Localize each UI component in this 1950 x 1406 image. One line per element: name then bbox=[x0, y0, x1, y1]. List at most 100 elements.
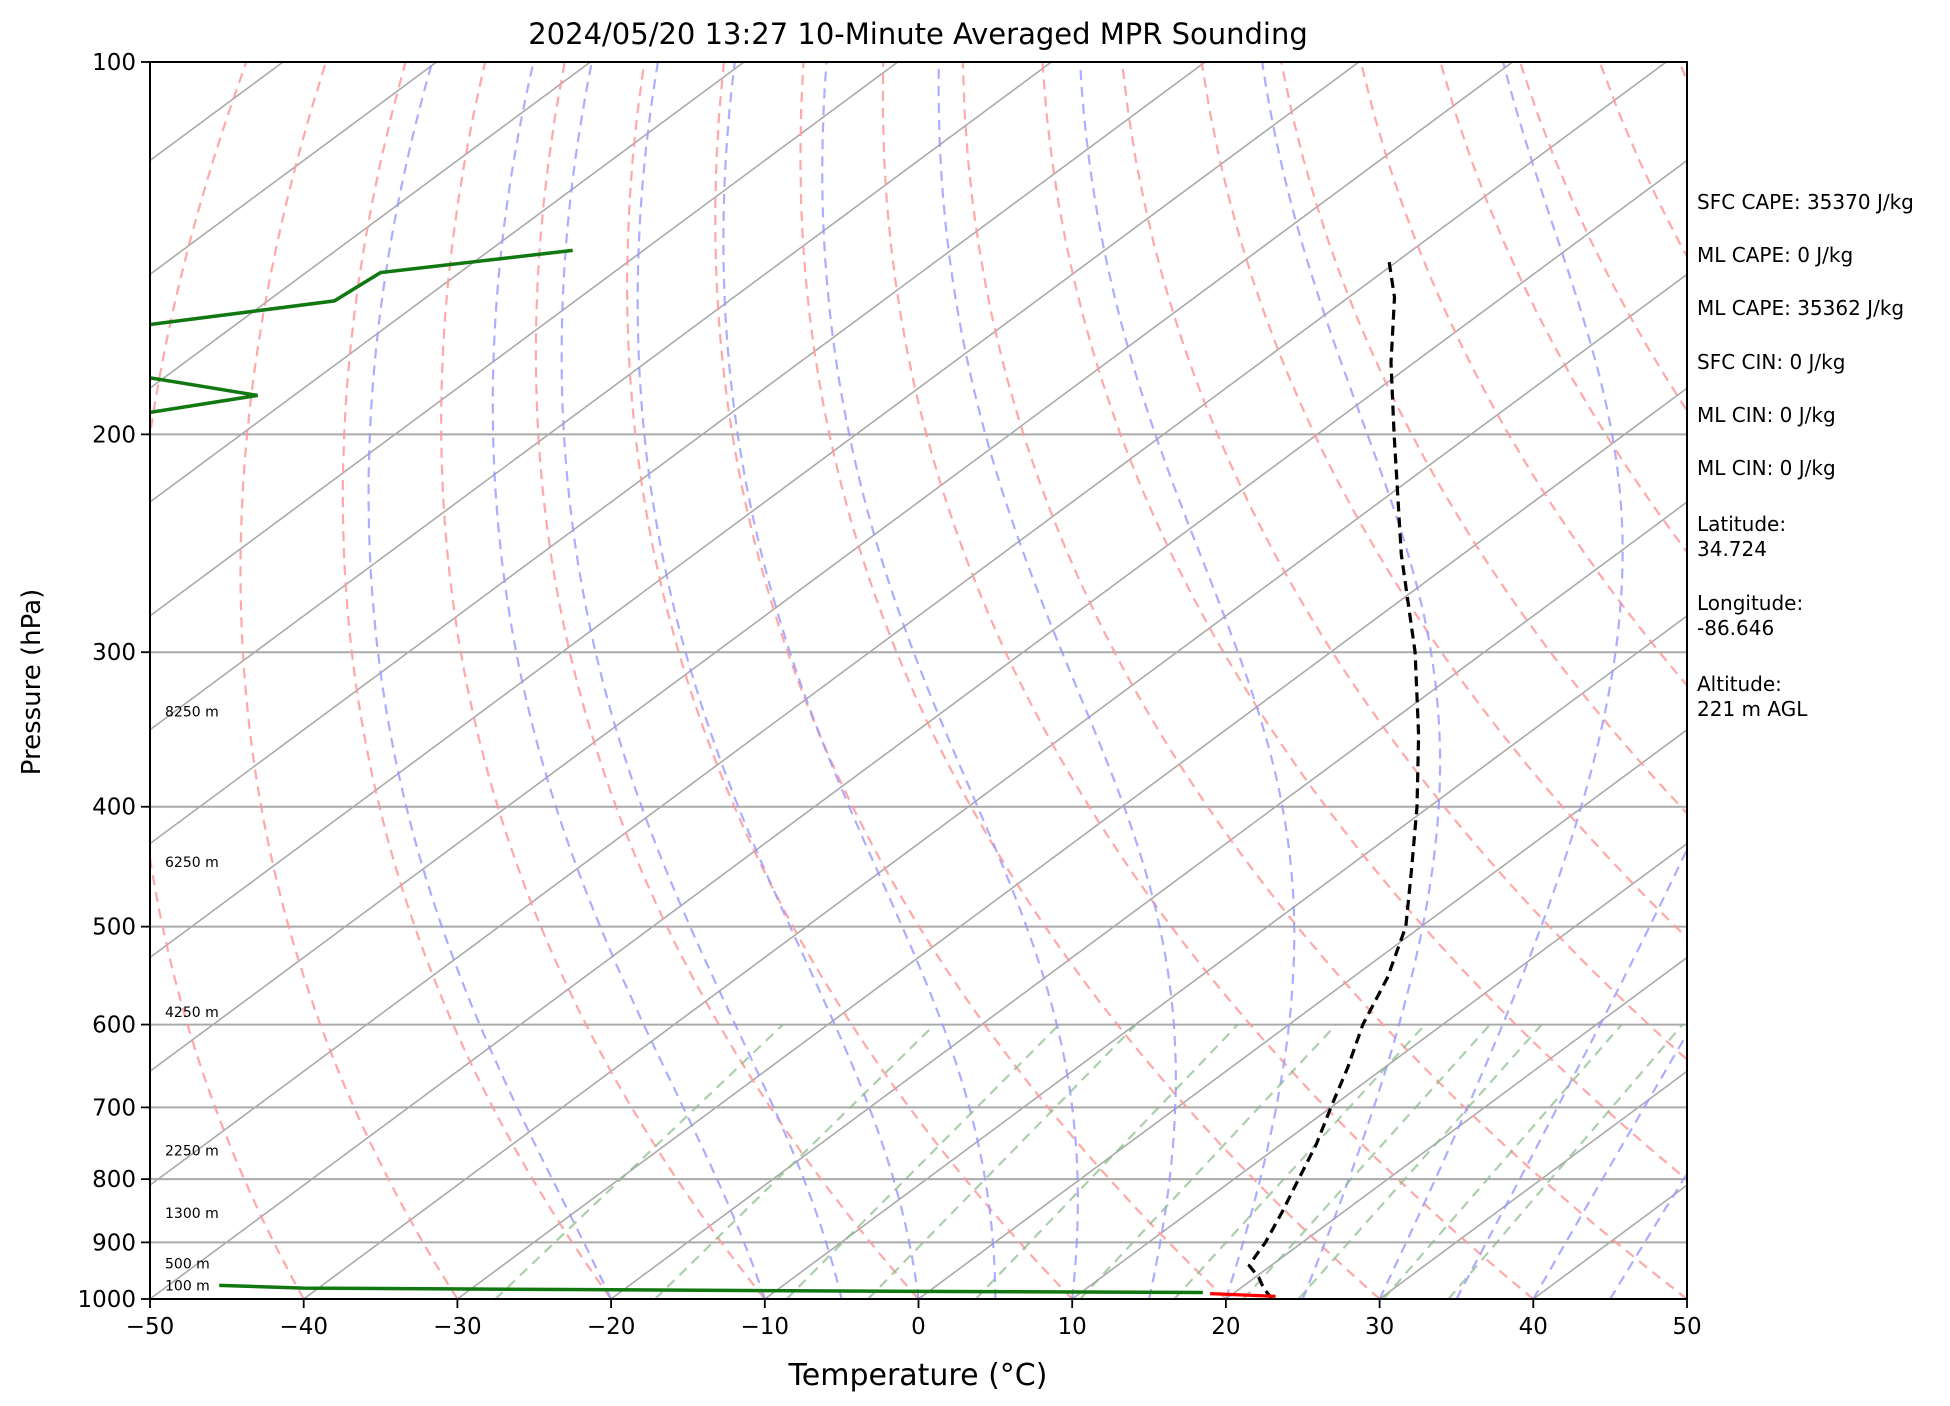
dry-adiabat bbox=[1439, 62, 1687, 554]
y-tick-label: 1000 bbox=[77, 1287, 136, 1313]
y-tick-label: 800 bbox=[92, 1167, 136, 1193]
dry-adiabat bbox=[625, 62, 1073, 1299]
isotherm-line bbox=[1071, 842, 1687, 1299]
mixing-ratio-line bbox=[654, 1023, 936, 1299]
dry-adiabat bbox=[341, 62, 612, 1299]
mixing-ratio-line bbox=[1173, 1023, 1426, 1299]
mixing-ratio-line bbox=[1242, 1023, 1491, 1299]
height-labels: 100 m 500 m 1300 m 2250 m 4250 m 6250 m 8250 m bbox=[165, 704, 219, 1294]
moist-adiabat bbox=[1609, 1171, 1687, 1299]
x-tick-label: 10 bbox=[1058, 1314, 1087, 1340]
dry-adiabat bbox=[534, 62, 920, 1299]
moist-adiabat bbox=[1455, 846, 1687, 1299]
isotherm-line bbox=[1379, 1070, 1687, 1299]
x-tick-label: 30 bbox=[1365, 1314, 1394, 1340]
y-tick-label: 500 bbox=[92, 915, 136, 941]
stat-sfc-cin: SFC CIN: 0 J/kg bbox=[1697, 350, 1846, 374]
x-tick-label: 40 bbox=[1519, 1314, 1548, 1340]
background-lines bbox=[150, 62, 1950, 1299]
isotherm-line bbox=[150, 62, 591, 390]
x-tick-label: 0 bbox=[911, 1314, 926, 1340]
x-tick-label: 20 bbox=[1211, 1314, 1240, 1340]
wind-profile-line bbox=[150, 376, 258, 415]
dry-adiabat bbox=[1918, 62, 1950, 1299]
longitude-value: -86.646 bbox=[1697, 616, 1775, 640]
x-tick-label: −30 bbox=[433, 1314, 482, 1340]
dry-adiabat bbox=[239, 62, 459, 1299]
moist-adiabat bbox=[1378, 62, 1624, 1299]
mixing-ratio-line bbox=[974, 1023, 1239, 1299]
height-label: 500 m bbox=[165, 1256, 210, 1272]
latitude-label: Latitude: bbox=[1697, 512, 1787, 536]
series-line bbox=[1247, 261, 1421, 1299]
x-axis-label: Temperature (°C) bbox=[788, 1358, 1048, 1393]
y-tick-label: 700 bbox=[92, 1095, 136, 1121]
wind-profile-line bbox=[150, 248, 573, 327]
dry-adiabat bbox=[150, 62, 305, 1299]
dry-adiabat bbox=[1839, 62, 1950, 1299]
stat-ml-cin: ML CIN: 0 J/kg bbox=[1697, 403, 1836, 427]
dry-adiabat bbox=[1359, 62, 1687, 688]
y-tick-label: 200 bbox=[92, 422, 136, 448]
height-label: 8250 m bbox=[165, 704, 219, 720]
moist-adiabat bbox=[1261, 62, 1442, 1299]
moist-adiabat bbox=[1079, 62, 1296, 1299]
mixing-ratio-line bbox=[1382, 1023, 1623, 1299]
series-line bbox=[1210, 1292, 1276, 1298]
dry-adiabat bbox=[1041, 62, 1687, 1182]
isotherm-line bbox=[1225, 956, 1687, 1299]
moist-adiabat bbox=[560, 62, 843, 1299]
mixing-ratio-line bbox=[785, 1023, 1060, 1299]
height-label: 1300 m bbox=[165, 1206, 219, 1222]
latitude-value: 34.724 bbox=[1697, 537, 1767, 561]
altitude-label: Altitude: bbox=[1697, 672, 1782, 696]
dry-adiabat bbox=[799, 62, 1381, 1299]
isotherm-line bbox=[150, 62, 745, 504]
mixing-ratio-line bbox=[867, 1023, 1137, 1299]
moist-adiabat bbox=[367, 62, 613, 1299]
moist-adiabat bbox=[722, 62, 997, 1299]
dry-adiabat bbox=[961, 62, 1687, 1299]
y-tick-label: 400 bbox=[92, 795, 136, 821]
isotherm-line bbox=[610, 501, 1687, 1299]
series-group bbox=[150, 248, 1421, 1299]
x-tick-label: 50 bbox=[1672, 1314, 1701, 1340]
y-tick-label: 900 bbox=[92, 1230, 136, 1256]
isotherm-line bbox=[303, 273, 1687, 1299]
x-tick-label: −50 bbox=[126, 1314, 175, 1340]
moist-adiabat bbox=[937, 62, 1177, 1299]
stat-ml-cin-2: ML CIN: 0 J/kg bbox=[1697, 456, 1836, 480]
x-tick-label: −20 bbox=[587, 1314, 636, 1340]
dry-adiabat bbox=[1200, 62, 1687, 940]
plot-frame bbox=[149, 61, 1688, 1300]
isotherm-line bbox=[456, 387, 1687, 1299]
isotherm-line bbox=[150, 62, 1667, 1187]
height-label: 4250 m bbox=[165, 1005, 219, 1021]
y-tick-label: 100 bbox=[92, 50, 136, 76]
longitude-label: Longitude: bbox=[1697, 591, 1804, 615]
isotherm-line bbox=[150, 62, 438, 276]
stat-ml-cape: ML CAPE: 0 J/kg bbox=[1697, 243, 1854, 267]
altitude-value: 221 m AGL bbox=[1697, 697, 1808, 721]
stat-sfc-cape: SFC CAPE: 35370 J/kg bbox=[1697, 190, 1914, 214]
wind-profile-line bbox=[219, 1283, 1203, 1295]
height-label: 100 m bbox=[165, 1279, 210, 1295]
x-tick-label: −10 bbox=[741, 1314, 790, 1340]
isotherm-line bbox=[764, 614, 1687, 1299]
mixing-ratio-line bbox=[1447, 1023, 1684, 1299]
mixing-ratio-line bbox=[1079, 1023, 1338, 1299]
y-tick-label: 300 bbox=[92, 640, 136, 666]
isotherm-line bbox=[150, 62, 1052, 731]
chart-title: 2024/05/20 13:27 10-Minute Averaged MPR … bbox=[528, 17, 1308, 51]
moist-adiabat bbox=[491, 62, 766, 1299]
isotherm-line bbox=[150, 62, 1360, 959]
isotherm-line bbox=[150, 62, 1206, 845]
dry-adiabat bbox=[1120, 62, 1687, 1061]
stat-ml-cape-2: ML CAPE: 35362 J/kg bbox=[1697, 296, 1905, 320]
dry-adiabat bbox=[881, 62, 1535, 1299]
x-axis: −50 −40 −30 −20 −10 0 10 20 30 40 50 bbox=[126, 1299, 1702, 1340]
mixing-ratio-line bbox=[494, 1023, 784, 1299]
moist-adiabat bbox=[821, 62, 1080, 1299]
dry-adiabat bbox=[440, 62, 766, 1299]
